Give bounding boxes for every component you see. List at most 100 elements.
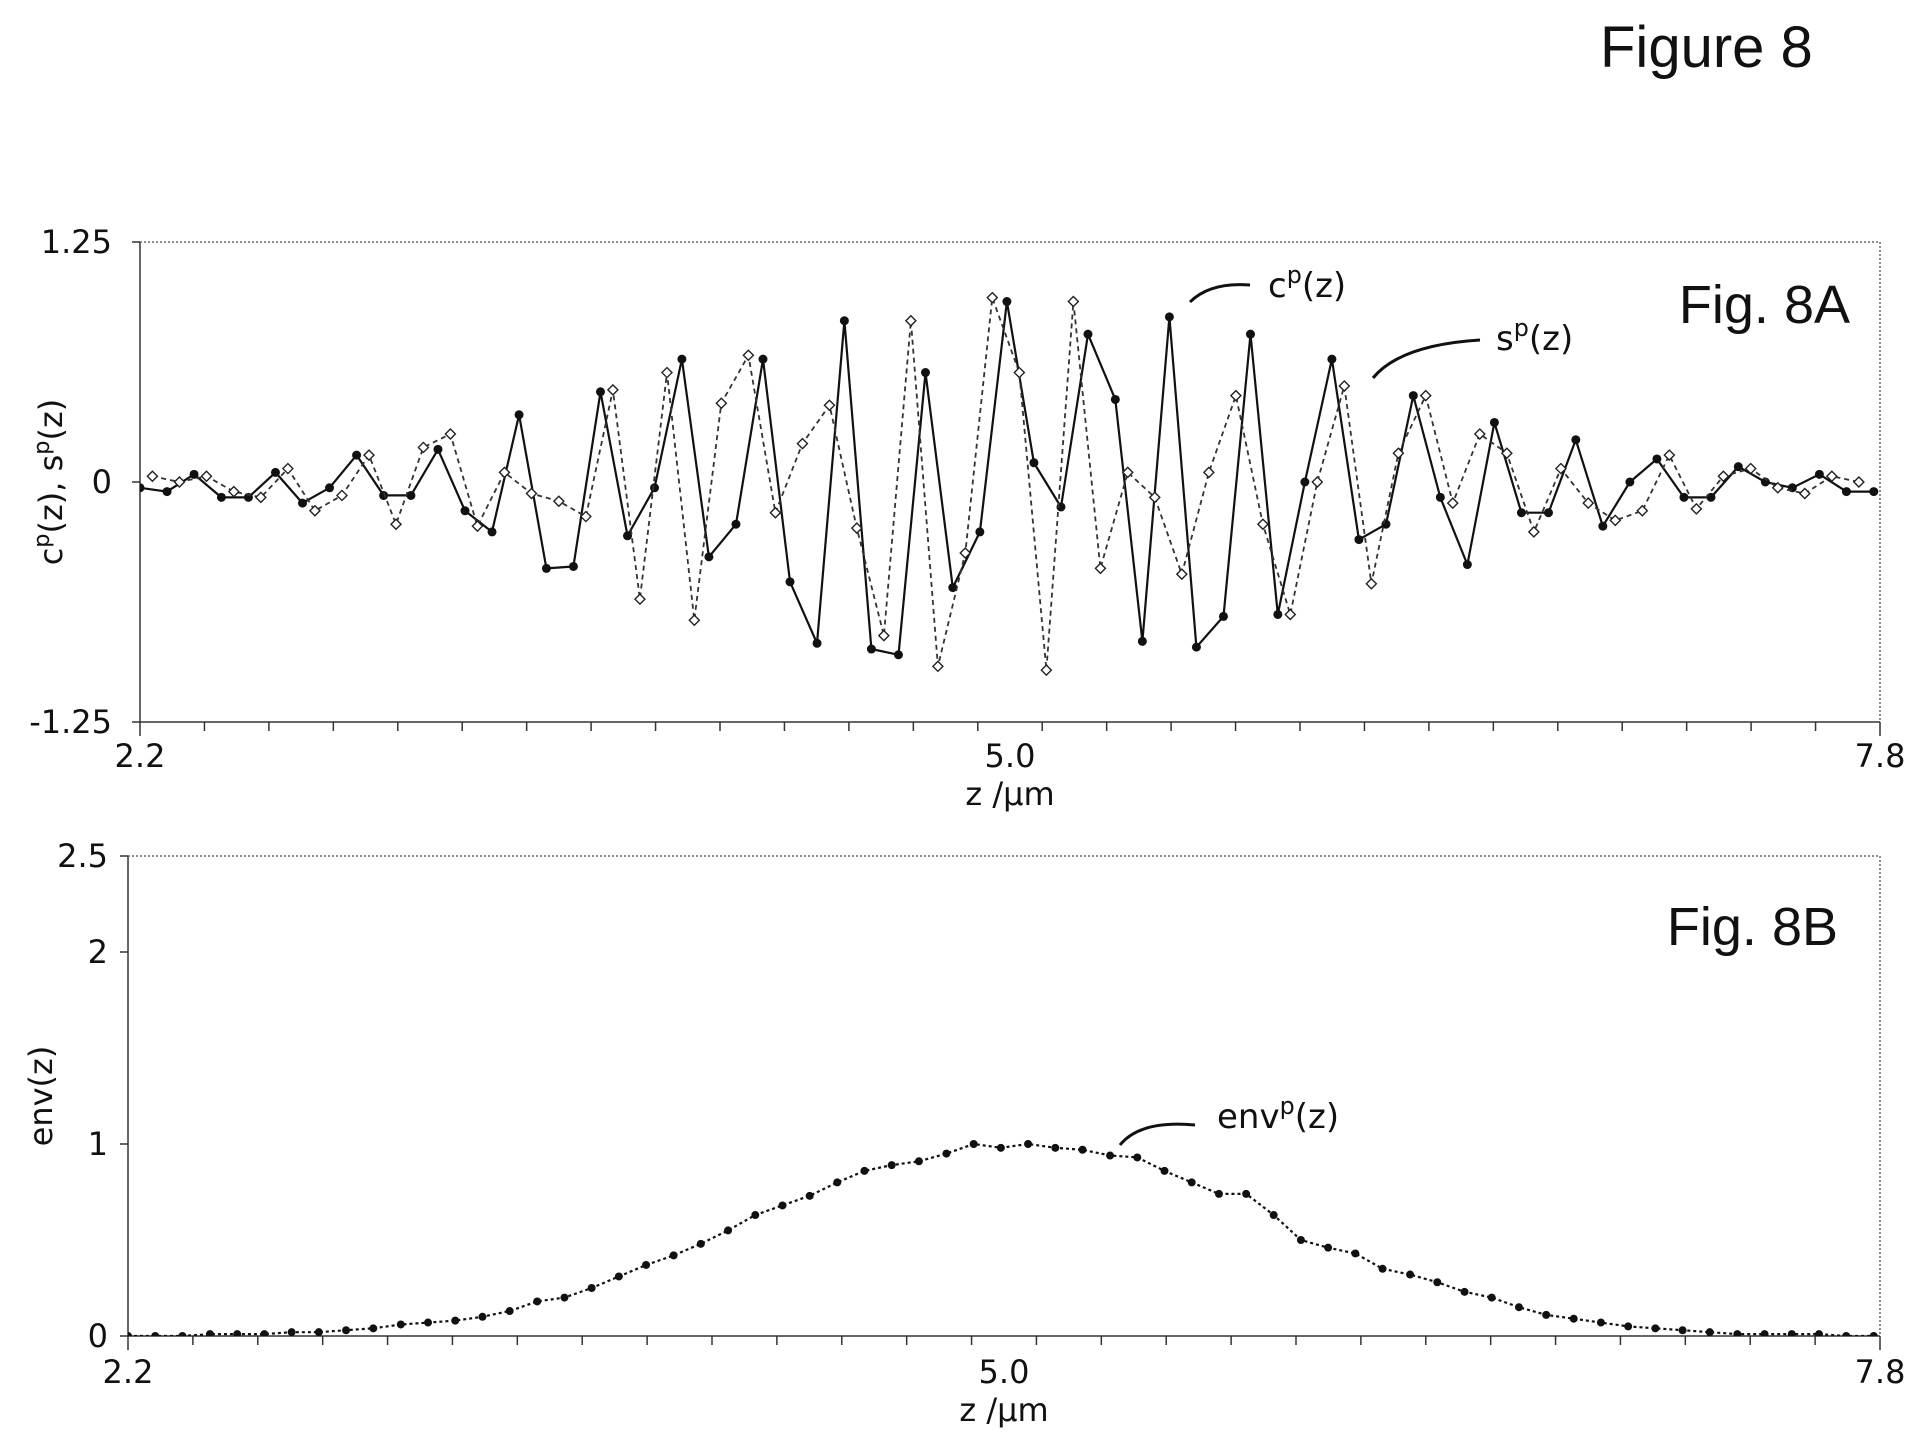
- data-point-diamond: [1717, 470, 1730, 483]
- data-point-dot: [1296, 1236, 1305, 1244]
- data-point-dot: [478, 1312, 487, 1321]
- data-point-diamond: [390, 518, 403, 531]
- data-point-dot: [1733, 462, 1743, 472]
- data-point-diamond: [1338, 380, 1351, 392]
- data-point-dot: [1435, 492, 1445, 502]
- data-point-dot: [587, 1284, 596, 1292]
- data-point-dot: [1354, 535, 1364, 545]
- data-point-diamond: [633, 593, 646, 606]
- data-point-dot: [379, 490, 389, 500]
- x-tick-label: 2.2: [103, 1353, 154, 1391]
- data-point-dot: [433, 444, 443, 454]
- series-annotation: envp(z): [1217, 1092, 1339, 1137]
- data-point-dot: [1487, 1293, 1496, 1302]
- data-point-dot: [151, 1332, 160, 1336]
- series-line-1: [128, 1142, 1874, 1336]
- data-point-dot: [1218, 611, 1228, 621]
- data-point-dot: [1787, 1330, 1796, 1336]
- data-point-dot: [704, 552, 714, 562]
- y-tick-label: 0: [88, 1317, 108, 1355]
- data-point-dot: [1327, 354, 1337, 364]
- data-point-diamond: [931, 660, 944, 673]
- data-point-diamond: [417, 441, 430, 454]
- chart-panel-8a: 2.2 5.0 7.8 1.25 0 -1.25 z /μm cp(z), sp(z) Fig.…: [29, 223, 1905, 813]
- data-point-dot: [396, 1320, 405, 1329]
- data-point-dot: [1078, 1145, 1087, 1154]
- data-point-dot: [1514, 1303, 1523, 1312]
- data-point-dot: [1160, 1166, 1169, 1175]
- data-point-dot: [1300, 477, 1310, 487]
- data-point-dot: [505, 1307, 514, 1316]
- data-point-dot: [1002, 297, 1012, 307]
- data-point-diamond: [823, 399, 836, 412]
- data-point-dot: [270, 467, 280, 477]
- data-point-diamond: [552, 495, 565, 508]
- panel-label: Fig. 8A: [1679, 275, 1850, 335]
- data-point-diamond: [1446, 497, 1459, 510]
- data-point-diamond: [471, 520, 484, 533]
- data-point-diamond: [1690, 502, 1703, 515]
- data-point-diamond: [1256, 518, 1269, 531]
- series-line-1: [140, 300, 1874, 656]
- data-point-dot: [866, 644, 876, 654]
- data-point-dot: [1024, 1140, 1033, 1148]
- y-axis-title: env(z): [22, 1046, 60, 1147]
- data-point-dot: [1187, 1178, 1196, 1187]
- annotation-leader: [1188, 283, 1251, 304]
- data-point-dot: [1489, 417, 1499, 427]
- data-point-dot: [1543, 508, 1553, 518]
- data-point-dot: [342, 1326, 351, 1335]
- data-point-dot: [568, 561, 578, 571]
- data-point-diamond: [1202, 466, 1215, 479]
- data-point-diamond: [1636, 504, 1649, 517]
- data-point-diamond: [1094, 562, 1107, 575]
- data-point-dot: [314, 1328, 323, 1336]
- data-point-dot: [216, 492, 226, 502]
- data-point-dot: [233, 1330, 242, 1336]
- data-point-dot: [1133, 1153, 1142, 1162]
- data-point-diamond: [146, 470, 159, 483]
- figure-title: Figure 8: [1600, 15, 1813, 80]
- plot-area: [128, 1140, 1878, 1336]
- data-point-dot: [1191, 642, 1201, 652]
- series-annotation: sp(z): [1496, 314, 1573, 359]
- data-point-dot: [1083, 329, 1093, 339]
- data-point-diamond: [1067, 295, 1080, 308]
- data-point-dot: [812, 638, 822, 648]
- data-point-diamond: [1148, 491, 1161, 504]
- data-point-dot: [623, 531, 633, 541]
- data-point-diamond: [715, 397, 728, 410]
- data-point-dot: [833, 1178, 842, 1187]
- data-point-dot: [969, 1140, 978, 1148]
- data-point-diamond: [986, 291, 999, 304]
- data-point-diamond: [308, 504, 321, 517]
- data-point-dot: [1406, 1270, 1415, 1279]
- data-point-dot: [731, 519, 741, 529]
- data-point-dot: [205, 1330, 214, 1336]
- data-point-dot: [1269, 1211, 1278, 1220]
- data-point-dot: [1569, 1314, 1578, 1323]
- y-tick-label: -1.25: [29, 703, 112, 741]
- data-point-dot: [287, 1328, 296, 1336]
- data-point-dot: [1029, 458, 1039, 468]
- data-point-diamond: [281, 462, 294, 475]
- data-point-diamond: [1284, 608, 1297, 621]
- data-point-dot: [1869, 1332, 1878, 1336]
- x-tick-label: 7.8: [1855, 1353, 1906, 1391]
- data-point-diamond: [1500, 447, 1513, 460]
- data-point-dot: [1596, 1318, 1605, 1327]
- data-point-dot: [162, 487, 172, 497]
- data-point-diamond: [1582, 497, 1595, 510]
- data-point-dot: [1137, 636, 1147, 646]
- data-point-dot: [942, 1149, 951, 1158]
- x-tick-label: 5.0: [979, 1353, 1030, 1391]
- data-point-dot: [369, 1324, 378, 1333]
- data-point-dot: [1106, 1151, 1115, 1160]
- data-point-diamond: [606, 383, 619, 396]
- x-axis-title: z /μm: [959, 1391, 1048, 1429]
- annotation-leader: [1371, 338, 1481, 379]
- x-tick-label: 7.8: [1855, 737, 1906, 775]
- data-point-dot: [260, 1330, 269, 1336]
- data-point-dot: [140, 483, 145, 493]
- data-point-dot: [451, 1316, 460, 1325]
